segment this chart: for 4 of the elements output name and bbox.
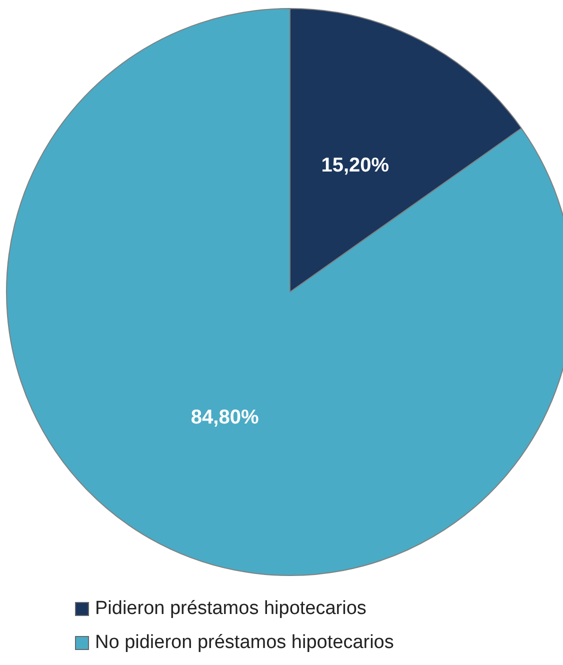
- data-label: 84,80%: [190, 406, 259, 428]
- legend-label: Pidieron préstamos hipotecarios: [95, 598, 366, 620]
- slice-label: No pidieron préstamos hipotecarios: [95, 632, 394, 654]
- data-label: 15,20%: [321, 154, 390, 177]
